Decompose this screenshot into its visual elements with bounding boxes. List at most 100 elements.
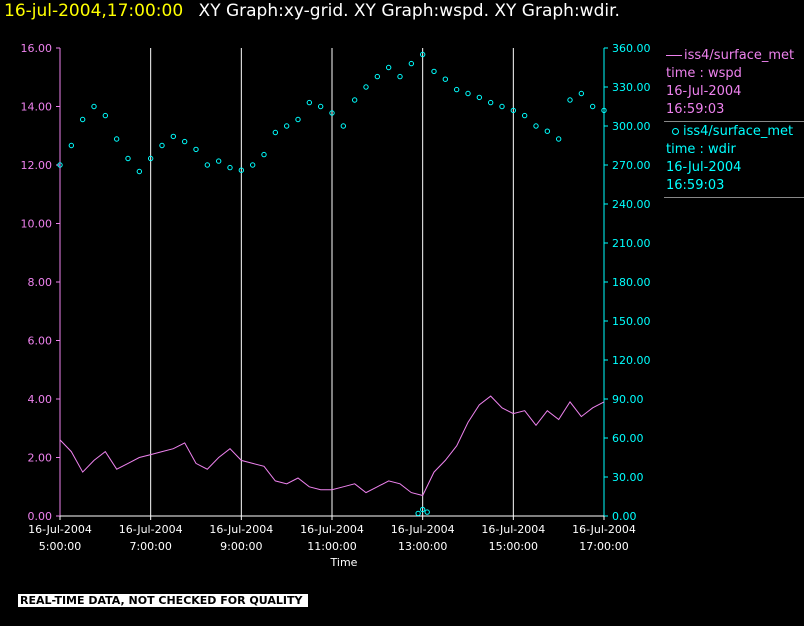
series-point-wdir: [499, 103, 505, 110]
left-axis-tick-label: 8.00: [28, 276, 53, 289]
series-point-wdir: [589, 103, 596, 110]
x-axis-label: Time: [330, 556, 358, 569]
right-axis-tick-label: 90.00: [612, 393, 644, 406]
series-point-wdir: [351, 97, 358, 103]
x-axis-tick-time: 17:00:00: [579, 540, 628, 553]
legend-wspd-time: 16:59:03: [666, 102, 725, 117]
legend-wdir-source: iss4/surface_met: [683, 124, 794, 139]
right-axis-tick-label: 30.00: [612, 471, 644, 484]
series-point-wdir: [57, 162, 63, 168]
right-axis-tick-label: 120.00: [612, 354, 651, 367]
right-axis-tick-label: 150.00: [612, 315, 651, 328]
x-axis-tick-time: 15:00:00: [489, 540, 538, 553]
series-point-wdir: [329, 110, 335, 116]
series-point-wdir: [136, 168, 143, 175]
series-point-wdir: [159, 142, 165, 149]
x-axis-tick-time: 7:00:00: [129, 540, 171, 553]
series-point-wdir: [147, 155, 154, 162]
legend-entry-wspd: iss4/surface_met time : wspd 16-Jul-2004…: [664, 46, 804, 122]
legend-wdir-date: 16-Jul-2004: [666, 160, 742, 175]
series-point-wdir: [476, 94, 483, 101]
legend-wspd-variable: time : wspd: [666, 66, 742, 81]
x-axis-tick-time: 11:00:00: [307, 540, 356, 553]
legend-dot-swatch: [672, 128, 679, 135]
right-axis-tick-label: 210.00: [612, 237, 651, 250]
series-point-wdir: [317, 103, 324, 110]
left-axis-tick-label: 2.00: [28, 452, 53, 465]
right-axis-tick-label: 360.00: [612, 42, 651, 55]
x-axis-tick-time: 9:00:00: [220, 540, 262, 553]
left-axis-tick-label: 12.00: [21, 159, 53, 172]
series-point-wdir: [453, 86, 460, 93]
series-point-wdir: [181, 138, 188, 145]
right-axis-tick-label: 180.00: [612, 276, 651, 289]
right-axis-tick-label: 270.00: [612, 159, 651, 172]
series-point-wdir: [295, 116, 301, 123]
left-axis-tick-label: 14.00: [21, 101, 53, 114]
quality-warning-banner: REAL-TIME DATA, NOT CHECKED FOR QUALITY: [18, 594, 309, 607]
series-point-wdir: [510, 107, 517, 114]
series-point-wdir: [419, 506, 426, 513]
series-point-wdir: [544, 128, 551, 134]
series-point-wdir: [283, 123, 290, 129]
series-point-wdir: [227, 164, 233, 171]
series-point-wdir: [79, 116, 86, 123]
right-axis-tick-label: 330.00: [612, 81, 651, 94]
x-axis-tick-time: 13:00:00: [398, 540, 447, 553]
right-axis-tick-label: 240.00: [612, 198, 651, 211]
series-point-wdir: [408, 60, 415, 67]
x-axis-tick-time: 5:00:00: [39, 540, 81, 553]
series-point-wdir: [487, 99, 494, 106]
legend-entry-wdir: iss4/surface_met time : wdir 16-Jul-2004…: [664, 122, 804, 198]
x-axis-tick-date: 16-Jul-2004: [572, 523, 636, 536]
series-point-wdir: [193, 146, 199, 153]
legend-wspd-source: iss4/surface_met: [684, 48, 795, 63]
series-point-wdir: [204, 162, 211, 168]
series-line-wspd: [59, 395, 605, 497]
series-point-wdir: [272, 129, 279, 136]
series-point-wdir: [555, 136, 562, 142]
series-point-wdir: [340, 123, 347, 129]
series-point-wdir: [374, 73, 381, 80]
series-point-wdir: [238, 167, 245, 173]
series-point-wdir: [306, 99, 313, 106]
legend: iss4/surface_met time : wspd 16-Jul-2004…: [664, 46, 804, 198]
series-point-wdir: [465, 90, 471, 97]
x-axis-tick-date: 16-Jul-2004: [119, 523, 183, 536]
left-axis-tick-label: 6.00: [28, 335, 53, 348]
right-axis-tick-label: 300.00: [612, 120, 651, 133]
series-point-wdir: [521, 112, 528, 119]
right-axis-tick-label: 60.00: [612, 432, 644, 445]
x-axis-tick-date: 16-Jul-2004: [28, 523, 92, 536]
series-point-wdir: [215, 158, 222, 164]
legend-wdir-variable: time : wdir: [666, 142, 736, 157]
series-point-wdir: [533, 123, 539, 129]
series-point-wdir: [102, 112, 109, 119]
x-axis-tick-date: 16-Jul-2004: [391, 523, 455, 536]
series-point-wdir: [431, 68, 437, 75]
left-axis-tick-label: 10.00: [21, 218, 53, 231]
legend-wdir-time: 16:59:03: [666, 178, 725, 193]
title-graph-list: XY Graph:xy-grid. XY Graph:wspd. XY Grap…: [198, 1, 620, 21]
right-axis-tick-label: 0.00: [612, 510, 637, 523]
left-axis-tick-label: 16.00: [21, 42, 53, 55]
series-point-wdir: [91, 103, 97, 110]
legend-line-swatch: [666, 55, 682, 56]
x-axis-tick-date: 16-Jul-2004: [209, 523, 273, 536]
series-point-wdir: [113, 136, 120, 142]
series-point-wdir: [249, 162, 256, 168]
legend-wspd-date: 16-Jul-2004: [666, 84, 742, 99]
series-point-wdir: [170, 133, 177, 140]
series-point-wdir: [419, 51, 426, 58]
series-point-wdir: [125, 155, 131, 162]
series-point-wdir: [442, 76, 449, 82]
series-point-wdir: [601, 107, 607, 114]
title-bar: 16-jul-2004,17:00:00 XY Graph:xy-grid. X…: [4, 1, 620, 21]
series-point-wdir: [578, 90, 585, 97]
series-point-wdir: [397, 73, 403, 80]
series-point-wdir: [567, 97, 573, 103]
title-datetime: 16-jul-2004,17:00:00: [4, 1, 184, 21]
series-point-wdir: [363, 84, 369, 90]
left-axis-tick-label: 4.00: [28, 393, 53, 406]
